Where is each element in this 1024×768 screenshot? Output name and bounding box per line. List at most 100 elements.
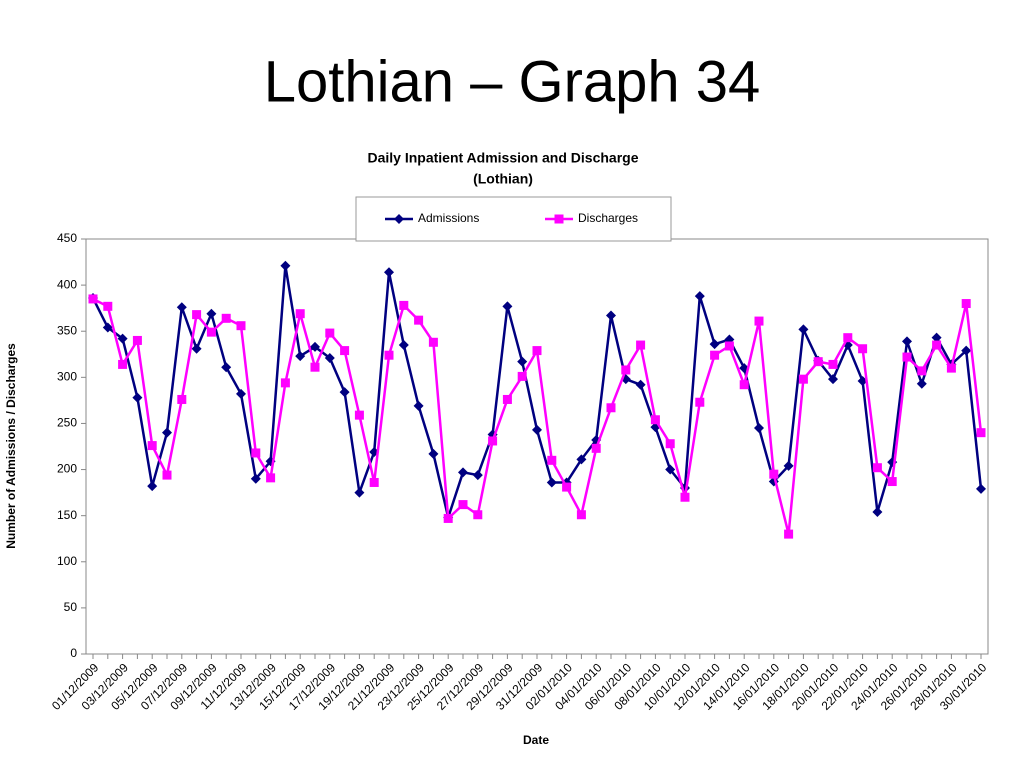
legend-label: Discharges — [578, 211, 638, 225]
data-point — [961, 345, 972, 356]
data-point — [266, 473, 276, 483]
data-point — [310, 341, 320, 352]
data-point — [917, 366, 927, 376]
data-point — [502, 394, 512, 404]
data-point — [295, 309, 305, 319]
data-point — [665, 439, 675, 449]
legend-marker — [394, 214, 404, 224]
data-point — [532, 424, 542, 435]
data-point — [250, 473, 261, 484]
data-point — [398, 340, 409, 351]
data-point — [902, 352, 912, 362]
y-tick-label: 300 — [57, 370, 77, 384]
data-point — [709, 339, 720, 350]
data-point — [872, 506, 883, 517]
data-point — [117, 333, 128, 344]
data-point — [532, 346, 542, 356]
data-point — [591, 443, 601, 453]
y-tick-label: 0 — [70, 646, 77, 660]
data-point — [502, 301, 513, 312]
data-point — [176, 302, 187, 313]
series-line — [91, 265, 983, 523]
data-point — [828, 374, 838, 385]
data-point — [872, 463, 882, 473]
data-point — [192, 310, 202, 320]
data-point — [813, 357, 823, 367]
data-point — [428, 448, 439, 459]
data-point — [887, 477, 897, 487]
data-point — [147, 441, 157, 451]
data-point — [621, 365, 631, 375]
data-point — [798, 324, 809, 335]
data-point — [665, 464, 676, 475]
data-point — [310, 362, 320, 372]
data-point — [710, 350, 720, 360]
data-point — [458, 500, 468, 510]
data-point — [325, 328, 335, 338]
data-point — [339, 387, 350, 398]
y-tick-label: 350 — [57, 323, 77, 337]
data-point — [458, 467, 468, 478]
data-point — [576, 510, 586, 520]
data-point — [354, 410, 364, 420]
data-point — [132, 335, 142, 345]
data-point — [221, 362, 232, 373]
data-point — [976, 483, 986, 494]
x-axis-label: Date — [523, 733, 549, 747]
y-axis-label: Number of Admissions / Discharges — [4, 343, 18, 549]
data-point — [724, 341, 734, 351]
y-tick-label: 250 — [57, 416, 77, 430]
data-point — [858, 344, 868, 354]
data-point — [754, 423, 764, 434]
y-tick-label: 150 — [57, 508, 77, 522]
data-point — [280, 260, 291, 271]
data-point — [576, 454, 587, 465]
legend-label: Admissions — [418, 211, 479, 225]
data-point — [636, 340, 646, 350]
plot-area — [85, 238, 989, 655]
data-point — [472, 470, 483, 481]
data-point — [295, 351, 306, 362]
data-point — [177, 394, 187, 404]
data-point — [413, 400, 424, 411]
data-point — [562, 482, 572, 492]
data-point — [902, 336, 912, 347]
data-point — [399, 300, 409, 310]
data-point — [88, 294, 98, 304]
data-point — [221, 313, 231, 323]
data-point — [695, 397, 705, 407]
data-point — [236, 388, 246, 399]
data-point — [546, 477, 557, 488]
data-point — [102, 322, 113, 333]
data-point — [414, 315, 424, 325]
data-point — [517, 371, 527, 381]
y-tick-label: 400 — [57, 277, 77, 291]
data-point — [488, 436, 498, 446]
data-point — [798, 374, 808, 384]
data-point — [739, 380, 749, 390]
data-point — [843, 333, 853, 343]
data-point — [754, 316, 764, 326]
data-point — [473, 510, 483, 520]
data-point — [694, 291, 705, 302]
data-point — [946, 363, 956, 373]
data-point — [236, 321, 246, 331]
slide-title: Lothian – Graph 34 — [264, 49, 761, 114]
data-point — [118, 359, 128, 369]
data-point — [324, 352, 335, 363]
data-point — [191, 343, 202, 354]
y-tick-label: 450 — [57, 231, 77, 245]
data-point — [547, 455, 557, 465]
legend-marker — [554, 214, 564, 224]
data-point — [828, 359, 838, 369]
data-point — [635, 379, 646, 390]
y-tick-label: 50 — [64, 600, 78, 614]
data-point — [384, 267, 394, 278]
data-point — [147, 481, 158, 492]
y-tick-label: 200 — [57, 462, 77, 476]
chart-title: (Lothian) — [473, 171, 533, 187]
data-point — [932, 340, 942, 350]
data-point — [251, 448, 261, 458]
data-point — [784, 529, 794, 539]
